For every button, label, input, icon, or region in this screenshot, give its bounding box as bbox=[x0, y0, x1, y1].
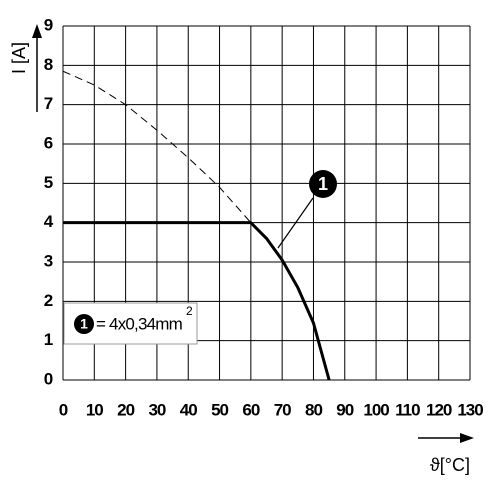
x-tick-label: 60 bbox=[242, 400, 259, 419]
x-tick-label: 50 bbox=[211, 400, 228, 419]
dashed-line bbox=[62, 70, 252, 223]
y-tick-label: 5 bbox=[44, 173, 53, 192]
x-tick-label: 110 bbox=[395, 400, 420, 419]
x-tick-label: 10 bbox=[86, 400, 103, 419]
legend-marker-label: 1 bbox=[80, 316, 88, 332]
callout-leader bbox=[277, 197, 314, 249]
x-tick-label: 80 bbox=[305, 400, 322, 419]
y-axis-label: I [A] bbox=[9, 42, 29, 74]
y-axis-arrowhead bbox=[32, 24, 42, 38]
x-tick-label: 120 bbox=[426, 400, 452, 419]
x-tick-label: 100 bbox=[363, 400, 389, 419]
y-tick-label: 4 bbox=[44, 212, 54, 231]
x-tick-label: 130 bbox=[457, 400, 483, 419]
x-axis-arrowhead bbox=[460, 433, 474, 443]
x-tick-label: 40 bbox=[180, 400, 197, 419]
y-tick-label: 7 bbox=[44, 94, 53, 113]
callout-label: 1 bbox=[318, 174, 328, 194]
y-tick-label: 3 bbox=[44, 251, 53, 270]
y-tick-label: 2 bbox=[44, 291, 53, 310]
legend-text: = 4x0,34mm bbox=[96, 314, 183, 333]
annotations: 1 1 = 4x0,34mm 2 bbox=[63, 170, 337, 345]
y-tick-label: 0 bbox=[44, 369, 53, 388]
y-tick-label: 8 bbox=[44, 55, 53, 74]
y-tick-label: 9 bbox=[44, 15, 53, 34]
legend-superscript: 2 bbox=[186, 304, 193, 318]
callout-circle bbox=[309, 170, 337, 198]
x-tick-label: 30 bbox=[148, 400, 165, 419]
x-tick-label: 0 bbox=[59, 400, 68, 419]
line bbox=[63, 221, 331, 381]
x-axis-label: ϑ[°C] bbox=[430, 455, 470, 475]
legend-marker-circle bbox=[74, 314, 94, 334]
x-tick-label: 20 bbox=[117, 400, 134, 419]
x-tick-label: 90 bbox=[336, 400, 353, 419]
y-tick-label: 6 bbox=[44, 133, 53, 152]
y-tick-label: 1 bbox=[44, 330, 53, 349]
x-tick-label: 70 bbox=[274, 400, 291, 419]
